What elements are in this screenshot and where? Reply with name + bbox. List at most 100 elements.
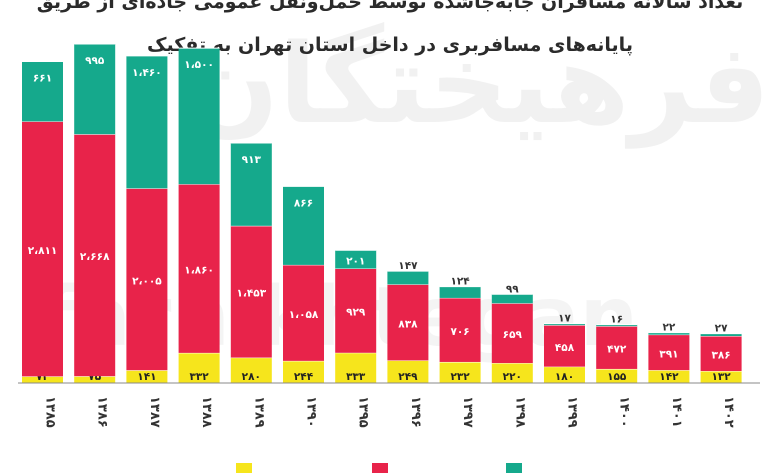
data-label: ۲،۶۶۸	[80, 251, 110, 263]
x-tick-label: ۱۳۹۶	[408, 396, 423, 428]
bar-segment	[283, 186, 324, 265]
data-label: ۱۴۱	[137, 371, 156, 383]
x-tick-label: ۱۳۹۰	[304, 396, 319, 428]
legend-swatch-yellow	[236, 463, 252, 473]
data-label: ۱،۴۵۳	[236, 288, 266, 300]
data-label: ۱۸۰	[555, 371, 574, 383]
bar-segment	[439, 297, 481, 362]
bar-segment	[596, 324, 638, 327]
legend	[0, 455, 780, 473]
data-label: ۱،۸۶۰	[184, 265, 214, 277]
chart-title-line2: پایانه‌های مسافربری در داخل استان تهران …	[147, 34, 633, 56]
x-tick-label: ۱۴۰۰	[617, 396, 632, 428]
bar-segment	[126, 55, 168, 189]
data-label: ۲۸۰	[242, 371, 261, 383]
data-label: ۱،۰۵۸	[289, 309, 319, 321]
bar-segment	[74, 134, 116, 377]
data-label: ۱۶	[610, 314, 623, 326]
bar-segment	[439, 361, 481, 383]
x-tick-label: ۱۳۹۵	[356, 396, 371, 428]
data-label: ۳۳۳	[346, 371, 366, 383]
bar-segment	[22, 61, 63, 122]
bar-segment	[283, 264, 324, 361]
legend-swatch-red	[372, 463, 388, 473]
bar-segment	[491, 294, 533, 304]
bar-segment	[178, 48, 220, 185]
bar-segment	[387, 360, 429, 383]
legend-swatch-green	[506, 463, 522, 473]
bar-segment	[544, 366, 585, 383]
bar-segment	[648, 332, 690, 335]
bar-segment	[335, 268, 377, 353]
bar-segment	[126, 188, 168, 371]
bar-segment	[544, 323, 585, 326]
data-label: ۱۳۲	[711, 371, 731, 383]
bar-segment	[491, 363, 533, 383]
x-tick-label: ۱۳۸۷	[147, 396, 162, 428]
data-label: ۲،۰۰۵	[132, 275, 162, 287]
data-label: ۱،۵۰۰	[184, 59, 214, 71]
bar-segment	[126, 370, 168, 383]
bar-segment	[491, 303, 533, 364]
data-label: ۲۲	[662, 322, 675, 334]
x-tick-label: ۱۳۸۹	[251, 396, 266, 428]
chart-title-line1: تعداد سالانه مسافران جابه‌جاشده توسط حمل…	[36, 0, 744, 13]
bar-segment	[387, 271, 429, 285]
bar-segment	[74, 43, 116, 135]
data-label: ۹۲۹	[346, 307, 366, 319]
bar-segment	[596, 326, 638, 369]
data-label: ۱۲۴	[450, 276, 470, 288]
bar-segment	[230, 225, 272, 358]
bar-segment	[22, 121, 63, 377]
bar-segment	[74, 376, 116, 383]
bar-segment	[596, 368, 638, 383]
bar-segment	[283, 360, 324, 383]
data-label: ۱۴۲	[659, 371, 679, 383]
x-tick-label: ۱۴۰۲	[721, 396, 736, 428]
data-label: ۲۳۲	[450, 371, 470, 383]
bar-segment	[230, 357, 272, 383]
data-label: ۲۴۹	[398, 371, 418, 383]
data-label: ۹۱۳	[242, 154, 262, 166]
data-label: ۲۴۴	[294, 371, 314, 383]
x-tick-label: ۱۳۹۸	[512, 396, 527, 428]
bar-segment	[700, 371, 742, 383]
x-tick-label: ۱۴۰۱	[669, 396, 684, 428]
data-label: ۸۳۸	[398, 318, 418, 330]
bar-segment	[22, 376, 63, 383]
x-tick-label: ۱۳۹۹	[565, 396, 580, 428]
data-label: ۲،۸۱۱	[28, 245, 58, 257]
data-label: ۱،۴۶۰	[132, 67, 162, 79]
bar-segment	[648, 334, 690, 371]
data-label: ۱۷	[558, 313, 571, 325]
bar-segment	[700, 336, 742, 372]
x-tick-label: ۱۳۸۸	[199, 396, 214, 428]
data-label: ۲۰۱	[346, 255, 365, 267]
bar-segment	[335, 352, 377, 383]
bar-segment	[178, 184, 220, 353]
bar-segment	[178, 352, 220, 383]
data-label: ۶۶۱	[33, 72, 52, 84]
data-label: ۱۴۷	[398, 260, 418, 272]
bar-segment	[544, 325, 585, 367]
data-label: ۳۸۶	[711, 350, 730, 362]
data-label: ۷۰۶	[450, 326, 469, 338]
bar-segment	[648, 370, 690, 383]
bar-segment	[335, 250, 377, 269]
data-label: ۳۳۲	[189, 371, 209, 383]
data-label: ۴۵۸	[555, 342, 575, 354]
x-tick-label: ۱۳۸۵	[43, 396, 58, 428]
data-label: ۶۵۹	[503, 329, 523, 341]
data-label: ۹۹	[506, 283, 519, 295]
data-label: ۱۵۵	[607, 371, 627, 383]
data-label: ۹۹۵	[85, 55, 105, 67]
data-label: ۲۷	[715, 323, 728, 335]
data-label: ۲۲۰	[503, 371, 522, 383]
data-label: ۸۶۶	[294, 197, 313, 209]
x-tick-label: ۱۳۹۷	[460, 396, 475, 428]
x-tick-label: ۱۳۸۶	[95, 396, 110, 428]
data-label: ۳۹۱	[659, 348, 678, 360]
data-label: ۴۷۲	[607, 344, 627, 356]
bar-segment	[439, 286, 481, 298]
